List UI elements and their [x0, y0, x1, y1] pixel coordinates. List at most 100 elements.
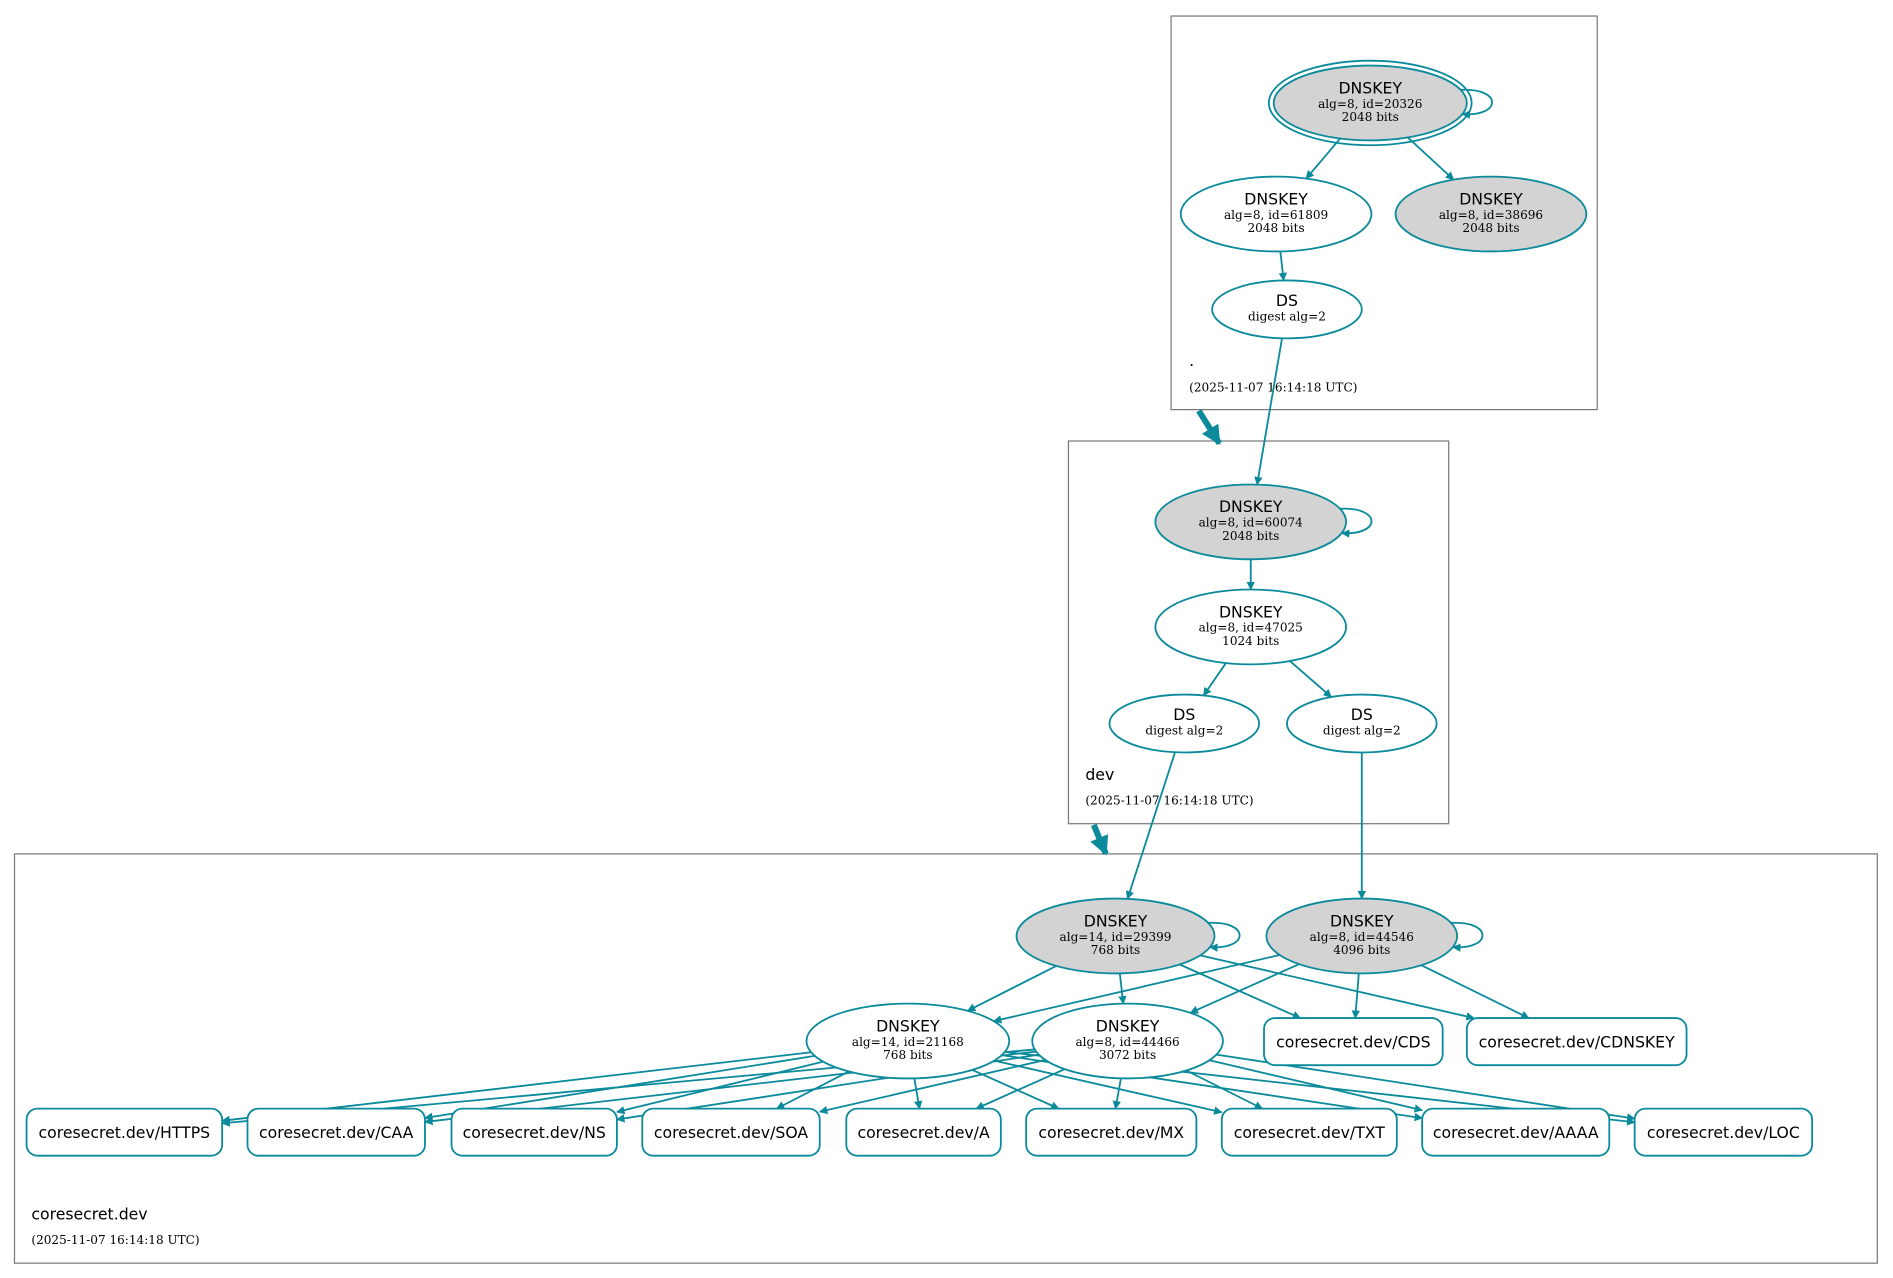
- rrset-label: coresecret.dev/SOA: [654, 1123, 809, 1142]
- node-key-size: 768 bits: [883, 1048, 932, 1062]
- node-detail: alg=8, id=60074: [1199, 516, 1304, 530]
- edge-k21168-mx: [971, 1069, 1060, 1110]
- cluster-border: [13, 853, 1878, 1264]
- node-shape: [1179, 175, 1373, 253]
- node-detail: alg=8, id=61809: [1224, 208, 1328, 222]
- node-key-size: 3072 bits: [1099, 1048, 1156, 1062]
- rrset-node-https[interactable]: coresecret.dev/HTTPS: [25, 1107, 224, 1157]
- rrset-node-caa[interactable]: coresecret.dev/CAA: [246, 1107, 426, 1157]
- edge-k21168-caa: [424, 1054, 815, 1121]
- edge-k21168-a: [913, 1078, 923, 1110]
- zone-timestamp: (2025-11-07 16:14:18 UTC): [31, 1233, 199, 1247]
- node-shape: [1272, 64, 1468, 142]
- rrset-shape: [1633, 1107, 1814, 1157]
- rrset-label: coresecret.dev/AAAA: [1433, 1123, 1599, 1142]
- node-shape: [1154, 588, 1348, 666]
- edge-k44546-cdnskey: [1420, 964, 1530, 1019]
- edge-k21168-ns: [616, 1060, 824, 1115]
- rrset-node-soa[interactable]: coresecret.dev/SOA: [641, 1107, 821, 1157]
- node-title: DNSKEY: [1084, 911, 1148, 930]
- node-key-size: 1024 bits: [1222, 634, 1279, 648]
- edge-k44546-k44466: [1189, 963, 1300, 1014]
- zone-name: coresecret.dev: [31, 1205, 147, 1224]
- rrset-shape: [450, 1107, 618, 1157]
- node-title: DNSKEY: [1219, 497, 1283, 516]
- self-signature-edge: [1450, 921, 1484, 952]
- node-shape: [1108, 693, 1261, 754]
- edge-k29399-k44466: [1118, 973, 1127, 1005]
- edge-k20326-k61809: [1305, 137, 1341, 180]
- self-signature-edge: [1460, 88, 1493, 119]
- rrset-node-cds[interactable]: coresecret.dev/CDS: [1263, 1017, 1444, 1067]
- node-detail: digest alg=2: [1323, 723, 1401, 737]
- node-key-size: 2048 bits: [1222, 529, 1279, 543]
- node-detail: alg=8, id=38696: [1439, 208, 1543, 222]
- rrset-shape: [246, 1107, 426, 1157]
- rrset-node-cdnskey[interactable]: coresecret.dev/CDNSKEY: [1465, 1017, 1688, 1067]
- self-signature-edge: [1207, 921, 1241, 952]
- cluster-border: [1170, 15, 1598, 411]
- zone-name: dev: [1085, 765, 1114, 784]
- node-shape: [1394, 175, 1588, 253]
- rrset-node-a[interactable]: coresecret.dev/A: [845, 1107, 1002, 1157]
- node-detail: digest alg=2: [1145, 723, 1223, 737]
- rrset-shape: [1421, 1107, 1611, 1157]
- edge-ds1-k29399: [1125, 751, 1176, 900]
- node-detail: alg=8, id=44546: [1310, 930, 1414, 944]
- rrset-node-mx[interactable]: coresecret.dev/MX: [1025, 1107, 1198, 1157]
- node-title: DS: [1276, 291, 1298, 310]
- node-key-size: 4096 bits: [1333, 943, 1390, 957]
- rrset-node-loc[interactable]: coresecret.dev/LOC: [1633, 1107, 1814, 1157]
- edge-k44466-txt: [1185, 1069, 1264, 1110]
- node-shape: [1154, 483, 1348, 561]
- node-title: DNSKEY: [876, 1016, 940, 1035]
- rrset-label: coresecret.dev/LOC: [1647, 1123, 1800, 1142]
- zone-cluster-dev: dev (2025-11-07 16:14:18 UTC): [1067, 440, 1450, 825]
- node-detail: alg=14, id=29399: [1060, 930, 1172, 944]
- zone-cluster-coresecret: coresecret.dev (2025-11-07 16:14:18 UTC): [13, 853, 1878, 1264]
- edge-k29399-cdnskey: [1199, 954, 1475, 1021]
- edge-k44466-aaaa: [1209, 1059, 1423, 1113]
- node-detail: digest alg=2: [1248, 309, 1326, 323]
- node-detail: alg=14, id=21168: [852, 1035, 964, 1049]
- edge-k29399-k21168: [966, 965, 1057, 1012]
- edge-k44466-mx: [1112, 1078, 1122, 1110]
- rrset-node-txt[interactable]: coresecret.dev/TXT: [1220, 1107, 1398, 1157]
- cluster-border: [1067, 440, 1450, 825]
- rrset-label: coresecret.dev/CDNSKEY: [1479, 1033, 1675, 1052]
- rrset-shape: [25, 1107, 224, 1157]
- node-detail: alg=8, id=20326: [1318, 97, 1422, 111]
- node-title: DNSKEY: [1096, 1016, 1160, 1035]
- node-shape: [1031, 1002, 1224, 1080]
- delegation-edge: [1196, 409, 1222, 446]
- node-title: DNSKEY: [1244, 189, 1308, 208]
- rrset-label: coresecret.dev/CAA: [259, 1123, 414, 1142]
- self-signature-edge: [1339, 507, 1373, 538]
- rrset-node-aaaa[interactable]: coresecret.dev/AAAA: [1421, 1107, 1611, 1157]
- edge-k61809-dsroot: [1278, 251, 1287, 282]
- edge-k47025-ds1: [1202, 662, 1227, 697]
- rrset-node-ns[interactable]: coresecret.dev/NS: [450, 1107, 618, 1157]
- node-title: DNSKEY: [1338, 78, 1402, 97]
- rrset-label: coresecret.dev/CDS: [1276, 1033, 1431, 1052]
- edge-k44546-cds: [1351, 973, 1361, 1019]
- rrset-shape: [845, 1107, 1002, 1157]
- node-title: DS: [1351, 705, 1373, 724]
- node-key-size: 768 bits: [1091, 943, 1140, 957]
- delegation-edge: [1090, 823, 1109, 856]
- node-title: DNSKEY: [1219, 602, 1283, 621]
- node-title: DNSKEY: [1459, 189, 1523, 208]
